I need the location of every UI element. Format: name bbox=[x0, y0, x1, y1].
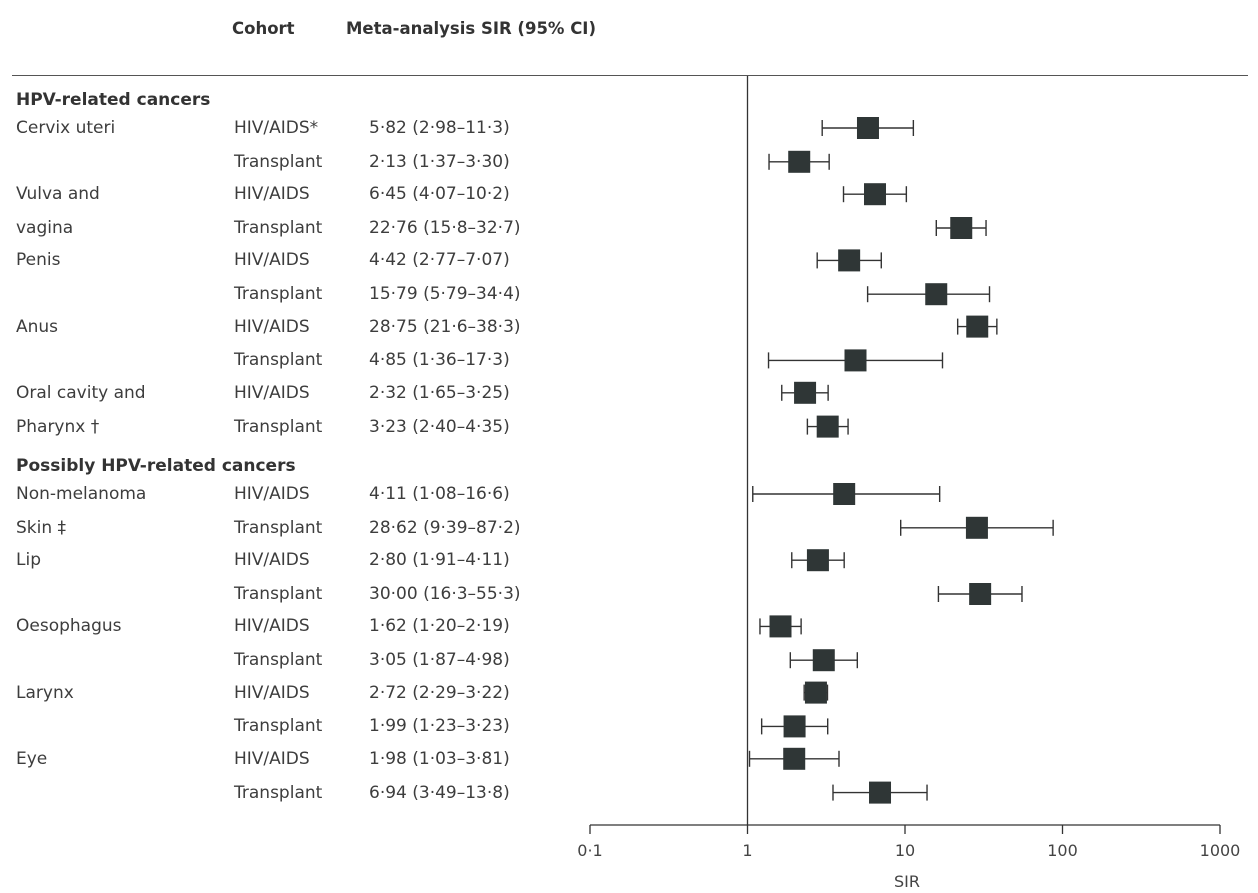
x-axis-title: SIR bbox=[894, 872, 920, 891]
cohort-label: Transplant bbox=[234, 350, 323, 371]
sir-ci-text: 2·32 (1·65–3·25) bbox=[369, 382, 510, 403]
sir-point-marker bbox=[833, 483, 856, 505]
cohort-label: Transplant bbox=[234, 151, 323, 172]
sir-ci-text: 2·80 (1·91–4·11) bbox=[369, 550, 510, 571]
cohort-label: HIV/AIDS bbox=[234, 682, 310, 703]
cohort-label: HIV/AIDS bbox=[234, 484, 310, 504]
cancer-site-label: Eye bbox=[16, 748, 48, 769]
sir-ci-text: 1·99 (1·23–3·23) bbox=[369, 716, 510, 737]
cohort-label: Transplant bbox=[234, 584, 323, 604]
sir-ci-text: 2·72 (2·29–3·22) bbox=[369, 682, 510, 703]
sir-point-marker bbox=[783, 747, 806, 770]
sir-point-marker bbox=[925, 283, 948, 306]
sir-ci-text: 1·98 (1·03–3·81) bbox=[369, 748, 510, 769]
cancer-site-label: Larynx bbox=[16, 682, 74, 703]
sir-ci-text: 28·75 (21·6–38·3) bbox=[369, 316, 521, 337]
sir-point-marker bbox=[838, 249, 861, 272]
cancer-site-label: Oesophagus bbox=[16, 616, 122, 637]
sir-ci-text: 4·11 (1·08–16·6) bbox=[369, 484, 510, 504]
cohort-label: HIV/AIDS bbox=[234, 316, 310, 337]
x-tick-label: 1 bbox=[742, 841, 752, 860]
cancer-site-label: Cervix uteri bbox=[16, 118, 116, 138]
cancer-site-label: vagina bbox=[16, 218, 74, 238]
sir-ci-text: 3·05 (1·87–4·98) bbox=[369, 650, 510, 671]
cancer-site-label: Non-melanoma bbox=[16, 484, 147, 504]
table-top-rule bbox=[12, 75, 1248, 76]
cohort-label: Transplant bbox=[234, 650, 323, 671]
cohort-label: HIV/AIDS bbox=[234, 550, 310, 571]
sir-point-marker bbox=[769, 615, 792, 638]
sir-ci-text: 15·79 (5·79–34·4) bbox=[369, 284, 521, 305]
cohort-label: HIV/AIDS bbox=[234, 250, 310, 271]
estimate-column-header: Meta-analysis SIR (95% CI) bbox=[346, 19, 596, 38]
cohort-label: Transplant bbox=[234, 416, 323, 437]
sir-ci-text: 22·76 (15·8–32·7) bbox=[369, 218, 521, 238]
cancer-site-label: Pharynx † bbox=[16, 416, 100, 437]
sir-point-marker bbox=[856, 117, 879, 139]
sir-point-marker bbox=[969, 583, 992, 605]
cohort-label: HIV/AIDS bbox=[234, 184, 310, 205]
cohort-label: Transplant bbox=[234, 716, 323, 737]
sir-ci-text: 1·62 (1·20–2·19) bbox=[369, 616, 510, 637]
x-tick-label: 1000 bbox=[1200, 841, 1241, 860]
x-tick-label: 0·1 bbox=[577, 841, 602, 860]
sir-ci-text: 4·85 (1·36–17·3) bbox=[369, 350, 510, 371]
sir-ci-text: 2·13 (1·37–3·30) bbox=[369, 151, 510, 172]
sir-point-marker bbox=[804, 681, 827, 704]
sir-ci-text: 3·23 (2·40–4·35) bbox=[369, 416, 510, 437]
section-title: Possibly HPV-related cancers bbox=[16, 456, 296, 476]
cohort-label: HIV/AIDS bbox=[234, 748, 310, 769]
cancer-site-label: Vulva and bbox=[16, 184, 100, 205]
cohort-label: Transplant bbox=[234, 284, 323, 305]
cohort-label: Transplant bbox=[234, 782, 323, 803]
sir-ci-text: 4·42 (2·77–7·07) bbox=[369, 250, 510, 271]
sir-point-marker bbox=[788, 150, 811, 173]
cohort-label: Transplant bbox=[234, 517, 323, 538]
sir-point-marker bbox=[869, 781, 892, 804]
sir-ci-text: 6·94 (3·49–13·8) bbox=[369, 782, 510, 803]
cohort-label: HIV/AIDS* bbox=[234, 118, 319, 138]
sir-ci-text: 6·45 (4·07–10·2) bbox=[369, 184, 510, 205]
cancer-site-label: Skin ‡ bbox=[16, 517, 67, 538]
sir-ci-text: 5·82 (2·98–11·3) bbox=[369, 118, 510, 138]
cancer-site-label: Penis bbox=[16, 250, 61, 271]
sir-point-marker bbox=[794, 381, 817, 404]
sir-point-marker bbox=[806, 549, 829, 572]
x-tick-label: 100 bbox=[1047, 841, 1078, 860]
sir-point-marker bbox=[844, 349, 867, 372]
section-title: HPV-related cancers bbox=[16, 90, 211, 110]
sir-point-marker bbox=[950, 217, 973, 239]
cohort-label: HIV/AIDS bbox=[234, 382, 310, 403]
cohort-column-header: Cohort bbox=[232, 19, 295, 38]
sir-point-marker bbox=[816, 415, 839, 438]
sir-point-marker bbox=[864, 183, 887, 206]
cohort-label: Transplant bbox=[234, 218, 323, 238]
sir-point-marker bbox=[966, 315, 989, 338]
sir-point-marker bbox=[965, 516, 988, 539]
cancer-site-label: Oral cavity and bbox=[16, 382, 146, 403]
sir-point-marker bbox=[783, 715, 806, 738]
sir-ci-text: 30·00 (16·3–55·3) bbox=[369, 584, 521, 604]
x-tick-label: 10 bbox=[895, 841, 915, 860]
sir-ci-text: 28·62 (9·39–87·2) bbox=[369, 517, 521, 538]
sir-point-marker bbox=[812, 649, 835, 672]
cancer-site-label: Anus bbox=[16, 316, 59, 337]
cohort-label: HIV/AIDS bbox=[234, 616, 310, 637]
cancer-site-label: Lip bbox=[16, 550, 41, 571]
